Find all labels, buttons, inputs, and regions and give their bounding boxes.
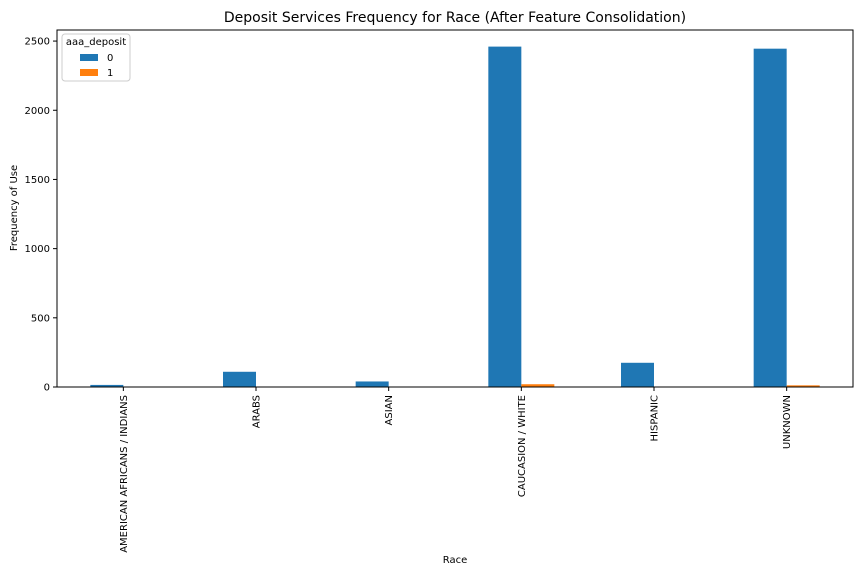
legend-label-1: 1 xyxy=(107,68,113,79)
bar-series-0-0 xyxy=(90,384,124,387)
bar-series-0-2 xyxy=(355,381,389,387)
x-tick-label: UNKNOWN xyxy=(782,395,793,449)
legend-swatch-1 xyxy=(80,69,98,76)
bar-series-0-4 xyxy=(621,362,654,387)
y-axis-label: Frequency of Use xyxy=(9,165,20,251)
y-tick-label: 2000 xyxy=(25,106,50,117)
x-tick-label: ASIAN xyxy=(384,395,395,425)
x-axis-label: Race xyxy=(443,555,468,566)
bar-series-1-5 xyxy=(786,385,820,387)
plot-frame xyxy=(56,29,854,388)
y-tick-label: 2500 xyxy=(25,37,50,48)
bar-series-0-5 xyxy=(753,48,787,387)
y-tick-label: 1500 xyxy=(25,175,50,186)
plot-area: 0 500 1000 1500 2000 2500 AMERICAN AFRICANS / … xyxy=(25,37,820,553)
x-tick-label: HISPANIC xyxy=(650,395,661,441)
legend: aaa_deposit 0 1 xyxy=(61,33,131,82)
y-tick-label: 1000 xyxy=(25,244,50,255)
bar-series-1-3 xyxy=(521,384,555,387)
x-tick-label: ARABS xyxy=(252,395,263,428)
chart-title: Deposit Services Frequency for Race (Aft… xyxy=(224,10,686,26)
y-tick-label: 500 xyxy=(31,313,50,324)
legend-title: aaa_deposit xyxy=(66,37,126,48)
legend-swatch-0 xyxy=(80,54,98,61)
legend-label-0: 0 xyxy=(107,53,113,64)
bar-series-0-1 xyxy=(223,371,256,387)
x-tick-label: CAUCASION / WHITE xyxy=(517,395,528,497)
y-tick-label: 0 xyxy=(44,383,50,394)
bar-series-0-3 xyxy=(488,46,522,388)
x-tick-label: AMERICAN AFRICANS / INDIANS xyxy=(119,395,130,553)
